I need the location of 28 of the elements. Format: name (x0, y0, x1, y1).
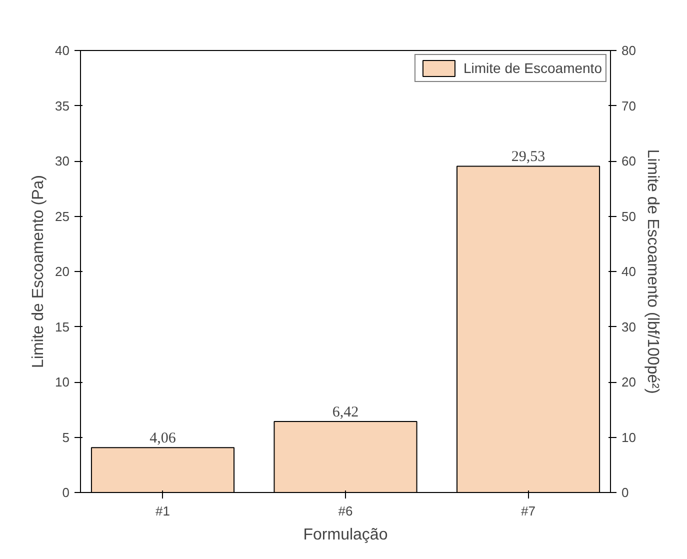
y2-tick-label: 30 (622, 319, 636, 334)
y2-tick-label: 40 (622, 264, 636, 279)
y-tick-label: 20 (55, 264, 70, 279)
y2-tick-label: 0 (622, 485, 629, 500)
y2-tick-label: 50 (622, 208, 636, 224)
y-tick-label: 15 (55, 319, 70, 334)
y-tick-label: 40 (55, 43, 70, 58)
legend-label: Limite de Escoamento (463, 60, 602, 76)
data-label: 6,42 (332, 404, 359, 421)
x-tick-label: #6 (338, 504, 353, 518)
y2-tick-label: 10 (622, 430, 636, 445)
y2-tick-label: 80 (622, 43, 636, 58)
y-tick-label: 10 (55, 374, 70, 390)
y-axis-title: Limite de Escoamento (Pa) (30, 175, 48, 368)
data-label: 4,06 (150, 430, 176, 447)
y-tick-label: 30 (55, 154, 70, 168)
y2-tick-label: 70 (622, 98, 636, 114)
y2-tick-label: 20 (622, 374, 636, 390)
y2-tick-label: 60 (622, 154, 636, 168)
y2-axis-title: Limite de Escoamento (lbf/100pé²) (644, 149, 661, 394)
x-tick-label: #1 (156, 504, 170, 518)
y-tick-label: 35 (55, 98, 70, 114)
y-tick-label: 5 (62, 430, 70, 445)
y-tick-label: 0 (62, 485, 70, 500)
data-label: 29,53 (511, 149, 546, 166)
x-axis-title: Formulação (303, 526, 388, 544)
x-tick-label: #7 (521, 504, 536, 518)
y-tick-label: 25 (55, 208, 70, 224)
